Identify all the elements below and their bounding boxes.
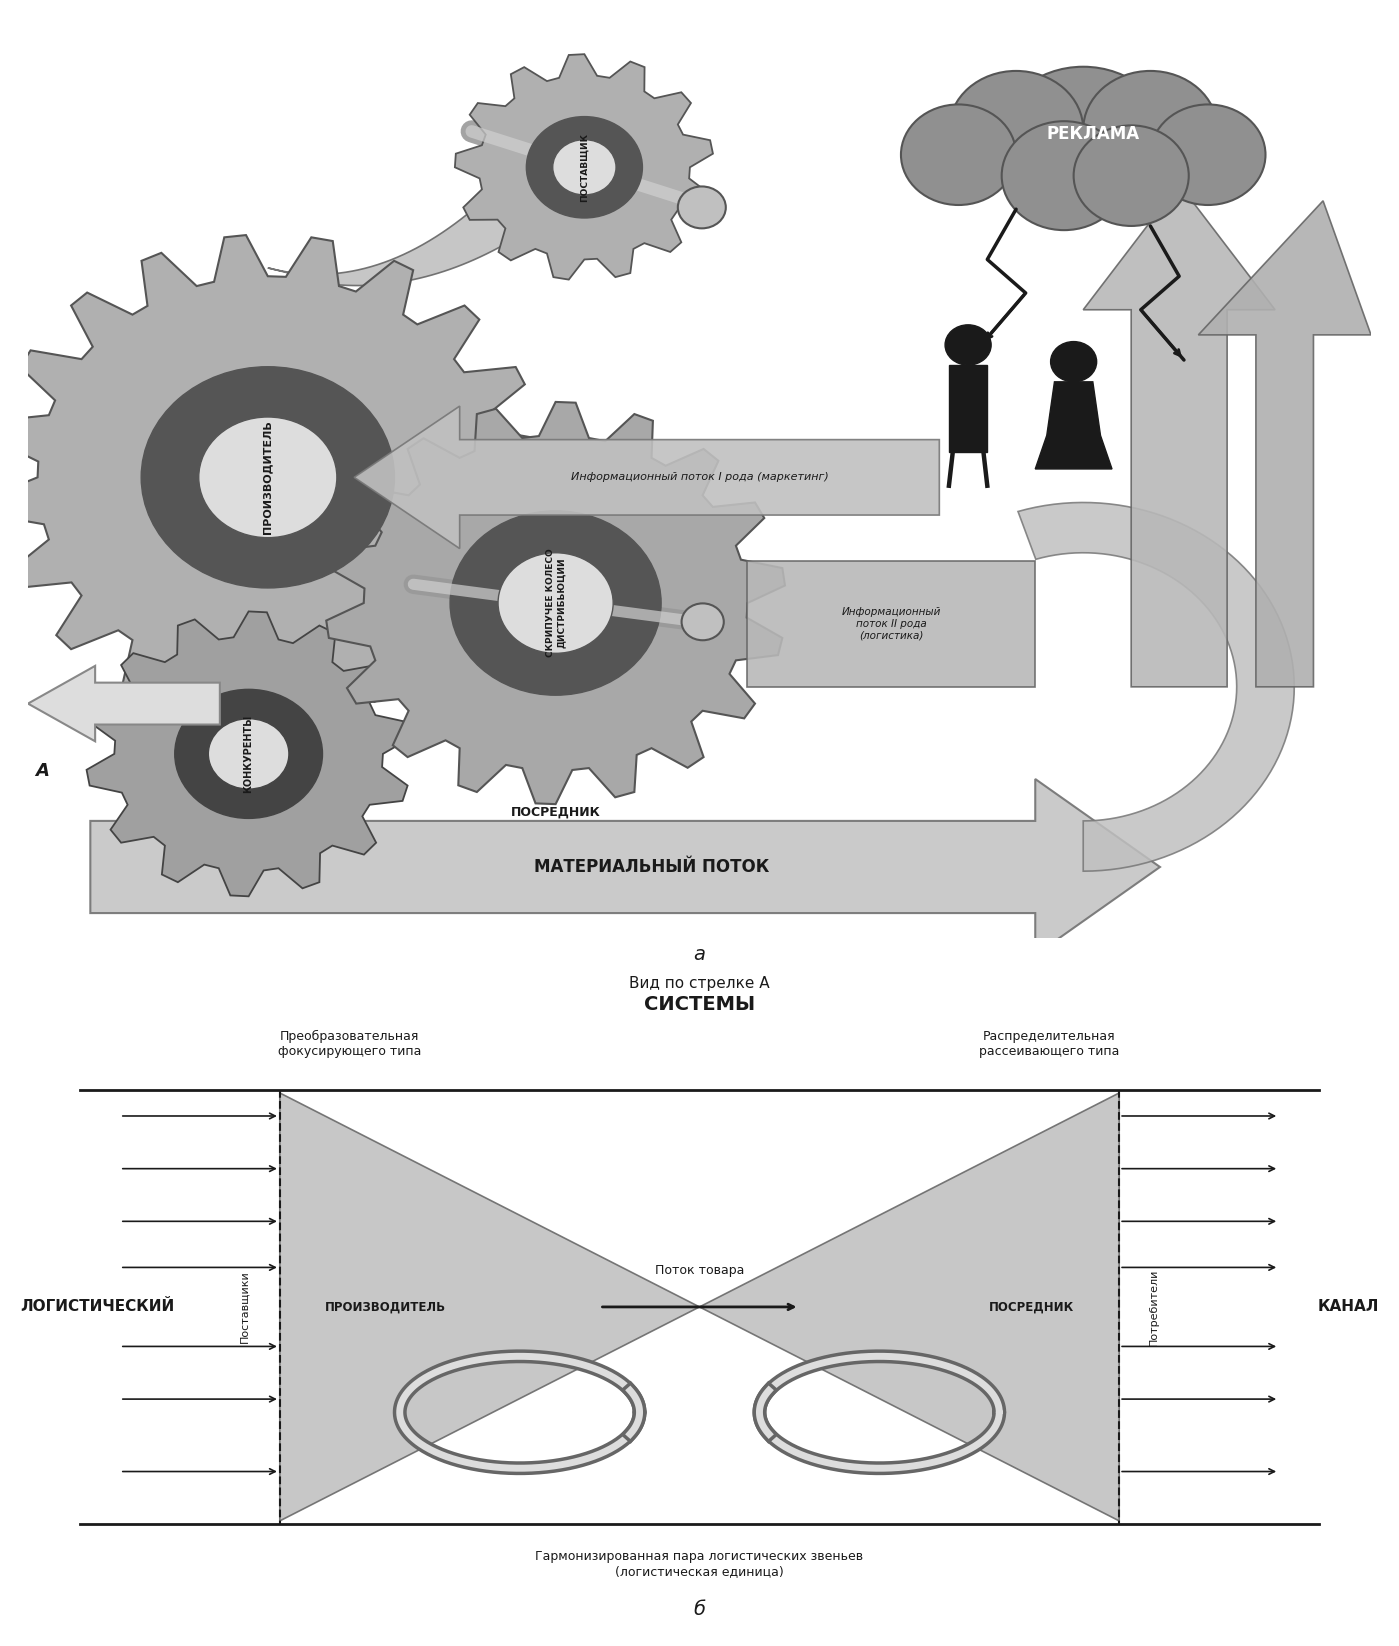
Text: Информационный
поток II рода
(логистика): Информационный поток II рода (логистика): [842, 607, 942, 640]
Circle shape: [208, 719, 290, 788]
Text: ПОСРЕДНИК: ПОСРЕДНИК: [511, 807, 600, 820]
Polygon shape: [326, 402, 785, 805]
Polygon shape: [700, 1093, 1119, 1521]
Circle shape: [175, 690, 323, 818]
Polygon shape: [0, 235, 546, 719]
Text: ПРОИЗВОДИТЕЛЬ: ПРОИЗВОДИТЕЛЬ: [263, 420, 273, 535]
Text: Поток товара: Поток товара: [655, 1264, 744, 1277]
Circle shape: [1002, 122, 1126, 230]
Circle shape: [946, 324, 990, 365]
Polygon shape: [87, 611, 411, 897]
Circle shape: [681, 604, 723, 640]
Text: Преобразовательная
фокусирующего типа: Преобразовательная фокусирующего типа: [278, 1029, 421, 1058]
Polygon shape: [455, 54, 713, 280]
Circle shape: [901, 104, 1016, 206]
Text: СИСТЕМЫ: СИСТЕМЫ: [644, 994, 755, 1014]
Text: Поставщики: Поставщики: [239, 1271, 250, 1343]
Polygon shape: [1018, 502, 1294, 871]
Polygon shape: [280, 1093, 700, 1521]
Text: Информационный поток I рода (маркетинг): Информационный поток I рода (маркетинг): [571, 472, 828, 482]
Text: КАНАЛ: КАНАЛ: [1318, 1299, 1379, 1315]
Circle shape: [199, 416, 337, 538]
Polygon shape: [1083, 184, 1274, 686]
Text: Вид по стрелке А: Вид по стрелке А: [630, 976, 769, 991]
Text: а: а: [694, 945, 705, 965]
Circle shape: [141, 367, 395, 588]
Circle shape: [1150, 104, 1266, 206]
Circle shape: [498, 553, 613, 653]
Text: Гармонизированная пара логистических звеньев
(логистическая единица): Гармонизированная пара логистических зве…: [536, 1549, 863, 1579]
Polygon shape: [1199, 201, 1371, 686]
Polygon shape: [949, 365, 988, 453]
Text: б: б: [694, 1600, 705, 1620]
Circle shape: [450, 510, 662, 695]
Circle shape: [949, 71, 1083, 188]
Polygon shape: [1035, 382, 1112, 469]
Text: ПРОИЗВОДИТЕЛЬ: ПРОИЗВОДИТЕЛЬ: [325, 1300, 446, 1314]
Text: ПОСРЕДНИК: ПОСРЕДНИК: [989, 1300, 1074, 1314]
Circle shape: [526, 117, 642, 217]
Text: Потребители: Потребители: [1149, 1267, 1160, 1346]
Text: А: А: [35, 762, 49, 780]
Text: КОНКУРЕНТЫ: КОНКУРЕНТЫ: [243, 714, 253, 793]
Text: РЕКЛАМА: РЕКЛАМА: [1046, 125, 1139, 143]
Circle shape: [553, 140, 616, 194]
Polygon shape: [28, 667, 220, 741]
Text: Распределительная
рассеивающего типа: Распределительная рассеивающего типа: [979, 1029, 1119, 1058]
Circle shape: [1073, 125, 1189, 226]
Circle shape: [1051, 342, 1097, 382]
Circle shape: [997, 67, 1170, 217]
Polygon shape: [267, 84, 632, 285]
Text: СКРИПУЧЕЕ КОЛЕСО
ДИСТРИБЬЮЦИИ: СКРИПУЧЕЕ КОЛЕСО ДИСТРИБЬЮЦИИ: [546, 548, 565, 657]
Text: ПОСТАВЩИК: ПОСТАВЩИК: [579, 133, 589, 202]
Circle shape: [1083, 71, 1217, 188]
Polygon shape: [91, 779, 1160, 955]
Polygon shape: [747, 561, 1035, 686]
Circle shape: [679, 186, 726, 229]
Text: МАТЕРИАЛЬНЫЙ ПОТОК: МАТЕРИАЛЬНЫЙ ПОТОК: [534, 858, 769, 876]
Text: ЛОГИСТИЧЕСКИЙ: ЛОГИСТИЧЕСКИЙ: [20, 1299, 175, 1315]
Polygon shape: [354, 407, 939, 548]
